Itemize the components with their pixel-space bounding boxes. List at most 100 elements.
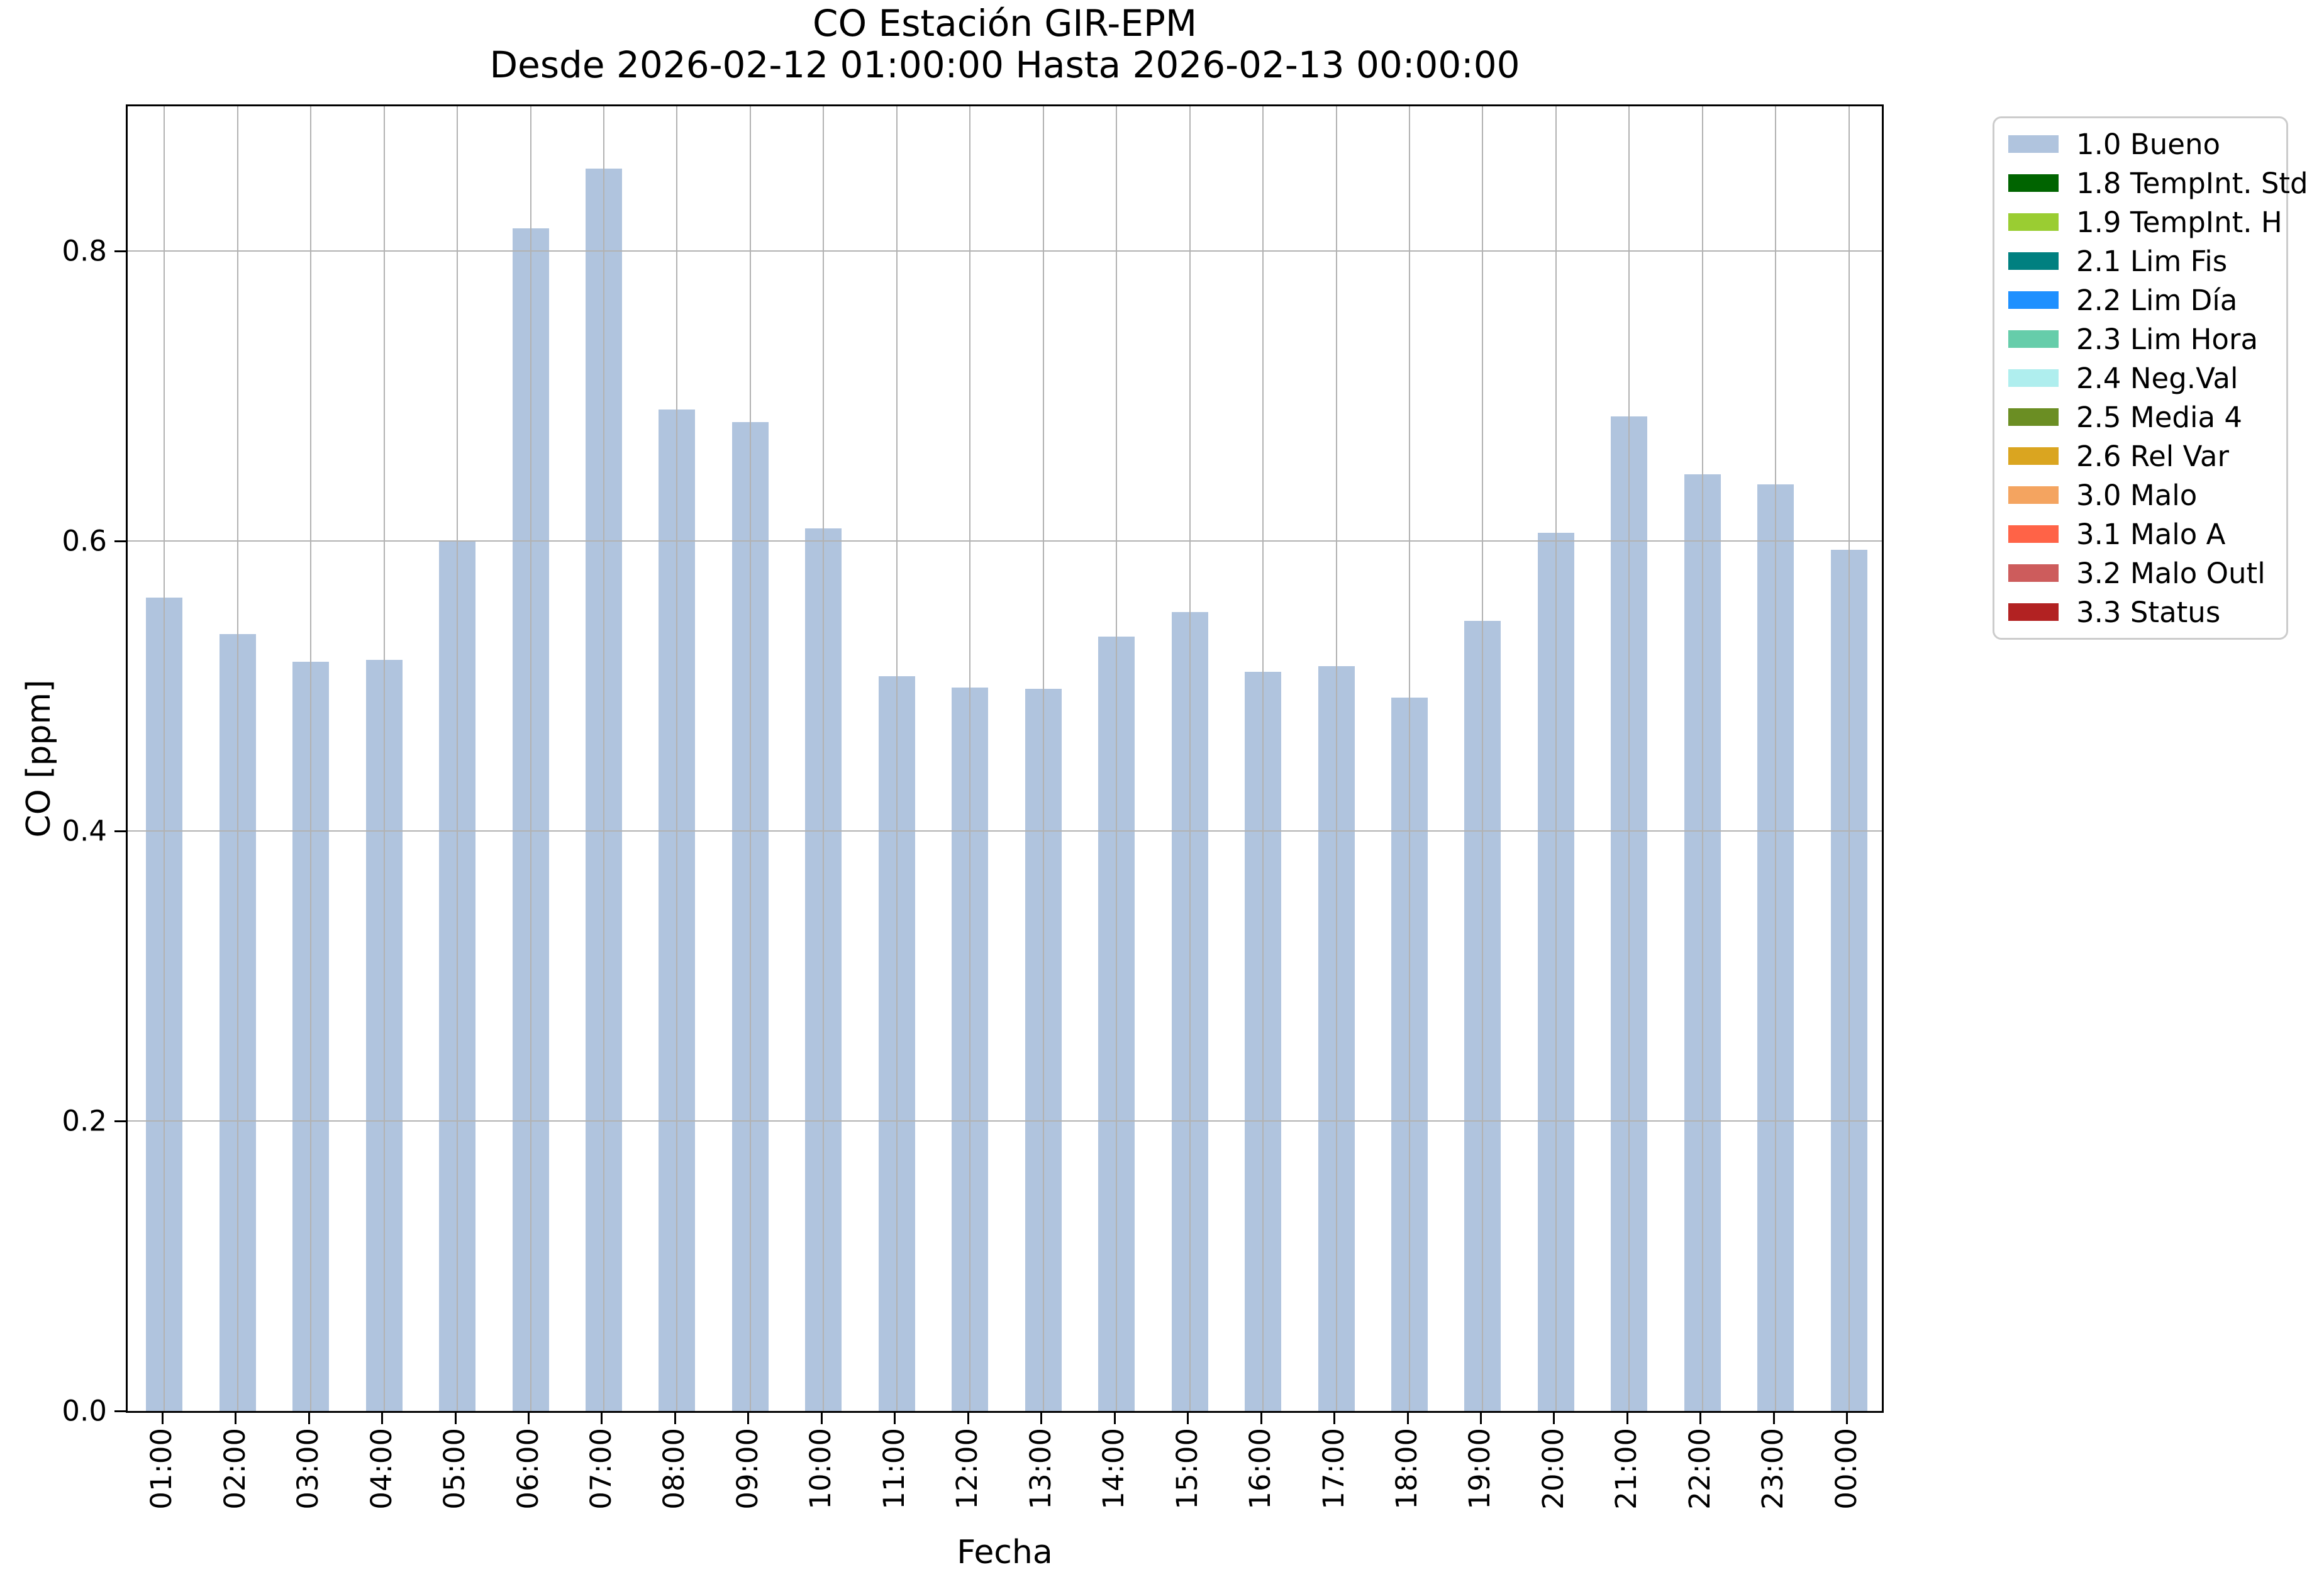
- vertical-gridline: [164, 106, 165, 1411]
- x-tick-label: 18:00: [1390, 1428, 1424, 1510]
- legend-label: 2.4 Neg.Val: [2076, 361, 2238, 395]
- vertical-gridline: [383, 106, 385, 1411]
- legend-item: 1.8 TempInt. Std: [1994, 164, 2308, 203]
- horizontal-gridline: [128, 1120, 1882, 1122]
- legend-swatch: [2008, 135, 2059, 153]
- x-tick-label: 20:00: [1536, 1428, 1570, 1510]
- x-tick-mark: [601, 1413, 603, 1424]
- legend-item: 2.1 Lim Fis: [1994, 242, 2286, 281]
- x-tick-label: 13:00: [1023, 1428, 1057, 1510]
- legend-label: 1.9 TempInt. H: [2076, 205, 2282, 239]
- x-tick-mark: [528, 1413, 530, 1424]
- vertical-gridline: [310, 106, 312, 1411]
- vertical-gridline: [749, 106, 751, 1411]
- legend-item: 3.3 Status: [1994, 593, 2286, 632]
- legend-swatch: [2008, 564, 2059, 582]
- x-tick-mark: [381, 1413, 384, 1424]
- chart-title-block: CO Estación GIR-EPM Desde 2026-02-12 01:…: [126, 3, 1884, 86]
- legend-label: 2.2 Lim Día: [2076, 283, 2238, 317]
- legend-item: 3.1 Malo A: [1994, 515, 2286, 554]
- x-tick-label: 02:00: [218, 1428, 252, 1510]
- x-tick-label: 21:00: [1610, 1428, 1643, 1510]
- x-tick-mark: [161, 1413, 164, 1424]
- y-tick-label: 0.0: [62, 1394, 107, 1428]
- vertical-gridline: [457, 106, 459, 1411]
- horizontal-gridline: [128, 830, 1882, 832]
- legend-swatch: [2008, 174, 2059, 192]
- legend-swatch: [2008, 603, 2059, 621]
- vertical-gridline: [1409, 106, 1411, 1411]
- x-tick-label: 17:00: [1316, 1428, 1350, 1510]
- x-tick-mark: [1626, 1413, 1628, 1424]
- x-tick-label: 04:00: [364, 1428, 398, 1510]
- x-tick-mark: [674, 1413, 676, 1424]
- x-tick-mark: [235, 1413, 237, 1424]
- horizontal-gridline: [128, 250, 1882, 252]
- legend-label: 2.3 Lim Hora: [2076, 322, 2259, 356]
- vertical-gridline: [1701, 106, 1703, 1411]
- legend-item: 2.3 Lim Hora: [1994, 320, 2286, 359]
- x-tick-mark: [820, 1413, 823, 1424]
- y-tick-label: 0.8: [62, 234, 107, 268]
- x-tick-label: 01:00: [145, 1428, 179, 1510]
- vertical-gridline: [896, 106, 898, 1411]
- x-tick-label: 16:00: [1243, 1428, 1277, 1510]
- legend-label: 1.0 Bueno: [2076, 127, 2220, 161]
- x-tick-mark: [1333, 1413, 1336, 1424]
- legend-swatch: [2008, 486, 2059, 504]
- legend-item: 2.5 Media 4: [1994, 398, 2286, 437]
- legend-item: 1.0 Bueno: [1994, 125, 2286, 164]
- vertical-gridline: [969, 106, 971, 1411]
- legend-label: 3.0 Malo: [2076, 478, 2198, 512]
- legend-swatch: [2008, 252, 2059, 270]
- legend-swatch: [2008, 213, 2059, 231]
- x-tick-label: 06:00: [511, 1428, 545, 1510]
- legend-label: 2.6 Rel Var: [2076, 439, 2229, 473]
- legend-item: 2.6 Rel Var: [1994, 437, 2286, 476]
- x-tick-mark: [308, 1413, 310, 1424]
- x-tick-label: 14:00: [1097, 1428, 1131, 1510]
- x-tick-label: 19:00: [1463, 1428, 1497, 1510]
- legend-swatch: [2008, 291, 2059, 309]
- x-tick-mark: [1040, 1413, 1043, 1424]
- vertical-gridline: [603, 106, 604, 1411]
- x-tick-label: 12:00: [950, 1428, 984, 1510]
- legend-item: 3.2 Malo Outl: [1994, 554, 2286, 593]
- y-tick-mark: [114, 540, 126, 542]
- legend-label: 2.1 Lim Fis: [2076, 244, 2228, 278]
- x-axis-label: Fecha: [957, 1534, 1053, 1571]
- x-tick-mark: [967, 1413, 969, 1424]
- y-tick-mark: [114, 250, 126, 252]
- y-tick-label: 0.2: [62, 1104, 107, 1138]
- vertical-gridline: [1775, 106, 1777, 1411]
- legend-item: 1.9 TempInt. H: [1994, 203, 2286, 242]
- x-tick-mark: [1772, 1413, 1775, 1424]
- x-tick-mark: [1113, 1413, 1116, 1424]
- legend-swatch: [2008, 369, 2059, 387]
- x-tick-mark: [1406, 1413, 1409, 1424]
- y-tick-mark: [114, 830, 126, 832]
- x-tick-label: 00:00: [1829, 1428, 1863, 1510]
- vertical-gridline: [236, 106, 238, 1411]
- x-tick-mark: [1260, 1413, 1262, 1424]
- legend: 1.0 Bueno 1.8 TempInt. Std 1.9 TempInt. H 2…: [1993, 116, 2308, 640]
- vertical-gridline: [1482, 106, 1484, 1411]
- legend-item: 2.4 Neg.Val: [1994, 359, 2286, 398]
- legend-item: 3.0 Malo: [1994, 476, 2286, 515]
- vertical-gridline: [1335, 106, 1337, 1411]
- x-tick-mark: [1846, 1413, 1849, 1424]
- vertical-gridline: [823, 106, 825, 1411]
- vertical-gridline: [1116, 106, 1118, 1411]
- vertical-gridline: [1042, 106, 1044, 1411]
- vertical-gridline: [1189, 106, 1191, 1411]
- legend-swatch: [2008, 408, 2059, 426]
- y-axis-label: CO [ppm]: [20, 679, 58, 838]
- legend-label: 1.8 TempInt. Std: [2076, 166, 2308, 200]
- x-tick-mark: [1699, 1413, 1702, 1424]
- x-tick-mark: [1553, 1413, 1555, 1424]
- x-tick-label: 23:00: [1756, 1428, 1790, 1510]
- vertical-gridline: [530, 106, 531, 1411]
- x-tick-label: 22:00: [1682, 1428, 1716, 1510]
- legend-swatch: [2008, 447, 2059, 465]
- x-tick-label: 08:00: [657, 1428, 691, 1510]
